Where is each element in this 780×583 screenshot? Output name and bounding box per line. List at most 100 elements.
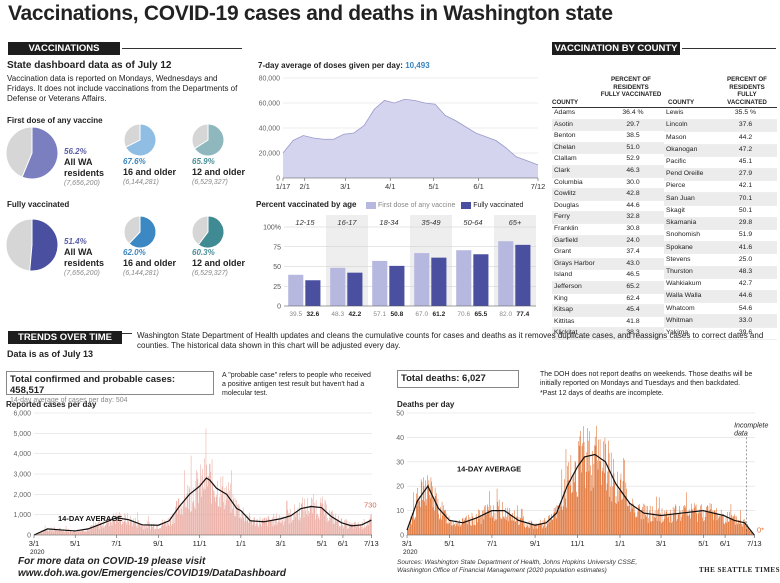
day-bar	[315, 519, 316, 535]
day-bar	[66, 530, 67, 535]
county-row: Lincoln 37.6	[664, 119, 777, 133]
day-bar	[326, 504, 327, 535]
day-bar	[327, 518, 328, 535]
day-bar	[152, 524, 154, 535]
day-bar	[589, 431, 590, 535]
more-data-link[interactable]: www.doh.wa.gov/Emergencies/COVID19/DataD…	[18, 568, 287, 579]
day-bar	[691, 508, 693, 535]
bar-first	[414, 253, 430, 306]
day-bar	[341, 517, 343, 535]
day-bar	[288, 512, 289, 535]
day-bar	[221, 486, 223, 535]
day-bar	[470, 525, 471, 535]
y-tick-label: 0	[276, 176, 280, 183]
day-bar	[284, 521, 285, 535]
day-bar	[367, 521, 368, 535]
day-bar	[324, 499, 326, 535]
day-bar	[645, 514, 646, 535]
day-bar	[177, 513, 178, 535]
day-bar	[86, 531, 87, 535]
day-bar	[600, 461, 602, 535]
day-bar	[558, 505, 559, 535]
day-bar	[206, 464, 207, 535]
day-bar	[411, 513, 413, 535]
day-bar	[632, 498, 634, 535]
annotation-line1: Incomplete	[734, 423, 768, 430]
day-bar	[100, 522, 102, 535]
day-bar	[98, 521, 99, 535]
day-bar	[363, 527, 364, 535]
day-bar	[120, 513, 122, 535]
day-bar	[226, 499, 228, 535]
day-bar	[439, 518, 441, 535]
day-bar	[195, 481, 197, 535]
day-bar	[155, 529, 157, 535]
day-bar	[692, 509, 693, 535]
day-bar	[186, 493, 188, 535]
y-tick-label: 40,000	[259, 126, 281, 133]
day-bar	[340, 518, 342, 535]
day-bar	[629, 502, 630, 535]
county-name: Okanogan	[664, 144, 714, 157]
day-bar	[604, 437, 606, 535]
day-bar	[527, 525, 528, 535]
county-name: Whatcom	[664, 302, 714, 316]
day-bar	[482, 509, 484, 535]
pie-label-12-first: 65.9% 12 and older (6,529,327)	[192, 157, 245, 187]
day-bar	[94, 526, 96, 535]
county-name: Clark	[552, 165, 602, 178]
day-bar	[474, 525, 476, 535]
day-bar	[438, 513, 439, 535]
day-bar	[457, 522, 458, 535]
day-bar	[482, 511, 483, 535]
day-bar	[112, 519, 113, 535]
day-bar	[295, 517, 297, 535]
day-bar	[219, 507, 221, 535]
day-bar	[357, 525, 358, 535]
day-bar	[194, 509, 196, 535]
day-bar	[143, 529, 145, 535]
day-bar	[218, 506, 220, 535]
county-pct: 54.6	[714, 302, 777, 316]
y-tick-label: 10	[396, 508, 404, 515]
day-bar	[614, 482, 615, 535]
day-bar	[138, 523, 140, 535]
day-bar	[87, 528, 88, 535]
bar-label-full: 61.2	[433, 311, 446, 318]
day-bar	[169, 525, 170, 535]
day-bar	[231, 470, 232, 535]
pie-pop: (6,529,327)	[192, 179, 228, 186]
day-bar	[75, 531, 76, 535]
county-pct: 32.8	[602, 211, 664, 224]
day-bar	[190, 455, 192, 535]
day-bar	[153, 523, 155, 535]
day-bar	[356, 526, 357, 535]
day-bar	[85, 530, 86, 535]
day-bar	[547, 524, 549, 535]
county-name: Klickitat	[552, 327, 602, 340]
day-bar	[145, 528, 147, 535]
day-bar	[535, 528, 537, 535]
legend-first: First dose of any vaccine	[377, 202, 456, 209]
day-bar	[428, 480, 430, 535]
day-bar	[684, 505, 685, 535]
day-bar	[732, 516, 734, 535]
day-bar	[296, 512, 297, 535]
day-bar	[510, 515, 512, 535]
day-bar	[193, 500, 195, 535]
day-bar	[266, 518, 268, 535]
bar-label-first: 39.5	[289, 311, 302, 318]
day-bar	[503, 516, 504, 535]
day-bar	[423, 477, 424, 535]
day-bar	[348, 528, 349, 535]
day-bar	[429, 495, 430, 535]
x-tick-label: 5/1	[70, 539, 80, 548]
day-bar	[452, 525, 453, 535]
day-bar	[540, 523, 542, 535]
day-bar	[746, 528, 748, 535]
day-bar	[723, 523, 725, 535]
day-bar	[610, 452, 612, 535]
doses-chart-title: 7-day average of doses given per day: 10…	[258, 61, 430, 71]
pie-group-line1: 16 and older	[123, 258, 177, 268]
day-bar	[745, 521, 746, 535]
